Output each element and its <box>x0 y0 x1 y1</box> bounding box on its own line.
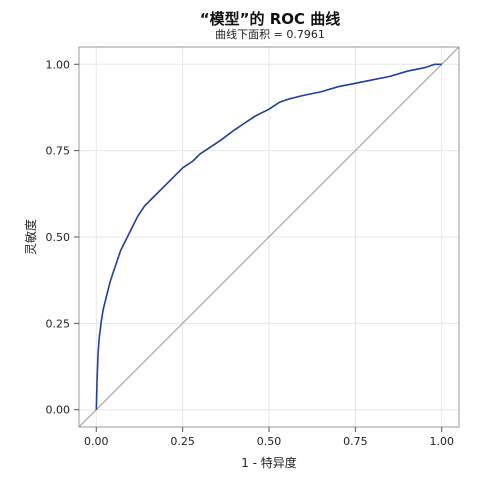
y-tick-label: 0.25 <box>46 317 71 330</box>
x-axis-label: 1 - 特异度 <box>241 455 297 470</box>
reference-line <box>78 46 460 428</box>
roc-curve <box>95 63 442 410</box>
x-tick-label: 0.75 <box>343 435 368 448</box>
y-tick-label: 1.00 <box>46 58 71 71</box>
chart-subtitle: 曲线下面积 = 0.7961 <box>215 27 325 41</box>
chart-title: “模型”的 ROC 曲线 <box>200 10 340 28</box>
y-tick-label: 0.50 <box>46 231 71 244</box>
x-tick-label: 0.50 <box>257 435 282 448</box>
y-tick-label: 0.00 <box>46 404 71 417</box>
y-tick-label: 0.75 <box>46 145 71 158</box>
plot-area: 0.00 0.25 0.50 0.75 1.00 0.00 0.25 0.50 0.75 1.00 <box>46 46 460 448</box>
x-tick-label: 0.25 <box>170 435 195 448</box>
x-tick-label: 0.00 <box>84 435 109 448</box>
y-axis-label: 灵敏度 <box>23 219 38 255</box>
x-tick-label: 1.00 <box>429 435 454 448</box>
